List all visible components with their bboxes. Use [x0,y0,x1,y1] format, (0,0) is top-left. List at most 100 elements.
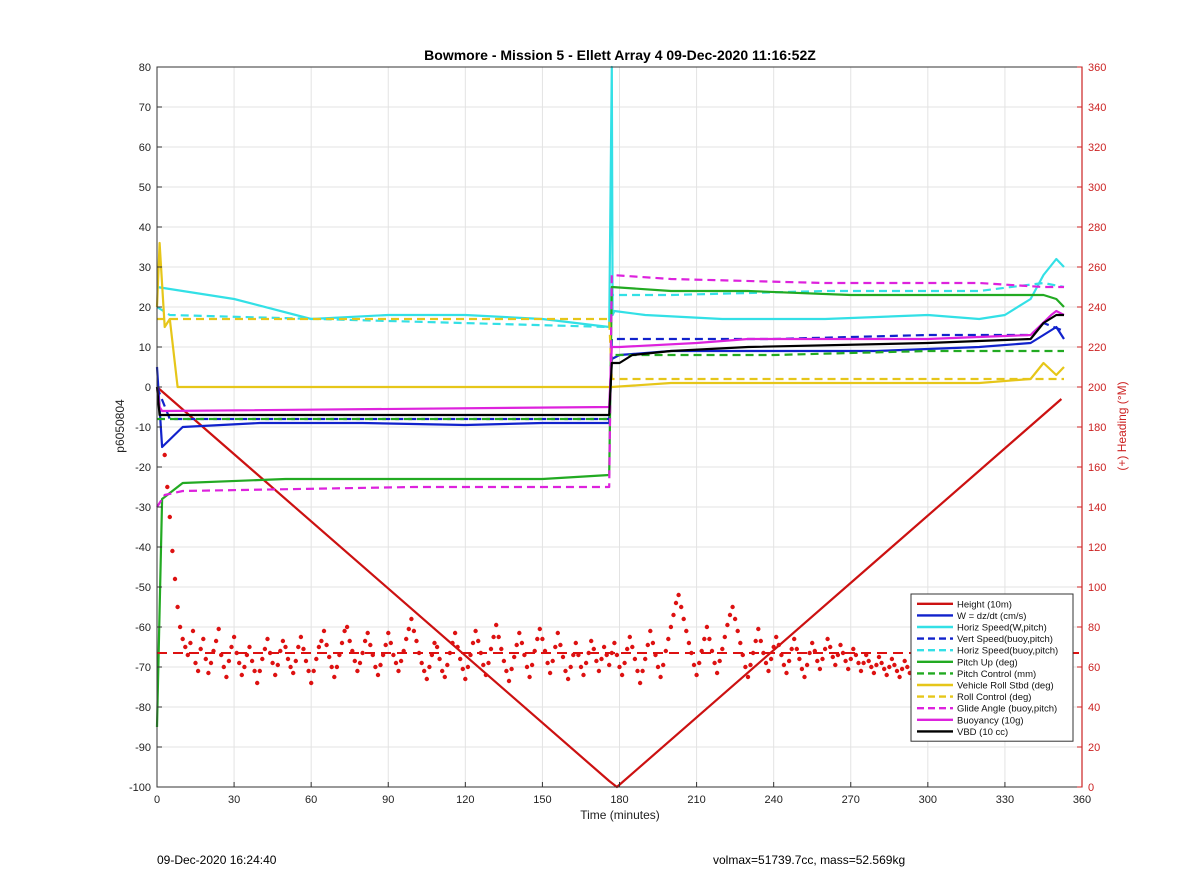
heading-point-55 [303,658,309,664]
legend-label-3: Vert Speed(buoy,pitch) [957,634,1053,645]
heading-point-242 [784,670,789,676]
heading-point-84 [378,662,383,668]
heading-point-182 [630,644,635,650]
heading-point-89 [391,652,396,658]
heading-point-192 [655,664,661,670]
heading-point-5 [175,604,180,610]
heading-point-129 [494,622,499,628]
heading-point-228 [748,662,753,668]
heading-point-227 [745,674,751,680]
heading-point-28 [234,650,239,656]
heading-point-235 [766,668,771,674]
y-tick-label-left: -20 [135,462,151,474]
heading-point-224 [738,640,743,646]
heading-point-106 [434,644,440,650]
heading-point-181 [627,634,632,640]
heading-point-12 [193,660,198,666]
heading-point-183 [632,656,638,662]
series-line-8 [157,317,1064,381]
heading-point-44 [275,662,280,668]
heading-point-131 [499,646,504,652]
heading-point-116 [460,666,465,672]
heading-point-25 [226,658,232,664]
heading-point-210 [702,636,707,642]
heading-point-164 [583,660,589,666]
heading-point-139 [519,640,525,646]
heading-point-64 [327,654,332,660]
heading-point-279 [879,660,884,666]
heading-point-176 [614,652,620,658]
heading-point-20 [213,638,219,644]
heading-point-217 [720,646,725,652]
heading-point-270 [856,660,861,666]
heading-point-195 [663,648,668,654]
heading-point-205 [689,650,694,656]
y-tick-label-right: 240 [1088,302,1106,314]
heading-point-165 [586,650,591,656]
heading-point-50 [291,670,296,676]
heading-point-277 [874,662,879,668]
heading-point-264 [840,650,846,656]
heading-point-197 [668,624,674,630]
footer-timestamp: 09-Dec-2020 16:24:40 [157,853,277,867]
heading-point-29 [237,660,242,666]
series-line-10 [155,309,1065,413]
heading-point-280 [882,666,887,672]
heading-point-213 [709,648,715,654]
heading-point-248 [799,666,805,672]
heading-point-198 [671,612,676,618]
heading-point-253 [812,648,817,654]
heading-point-121 [473,628,478,634]
y-axis-label-left: p6050804 [113,399,127,453]
heading-point-57 [309,680,314,686]
y-tick-label-right: 280 [1088,222,1106,234]
heading-point-203 [684,628,689,634]
heading-point-130 [496,634,501,640]
x-tick-label: 60 [305,794,317,806]
y-tick-label-left: 70 [139,102,151,114]
heading-point-59 [314,656,319,662]
heading-point-251 [807,650,812,656]
heading-point-258 [825,636,830,642]
x-tick-label: 300 [919,794,937,806]
heading-point-233 [761,650,766,656]
heading-point-37 [257,668,262,674]
heading-point-246 [794,646,799,652]
heading-point-282 [887,664,892,670]
heading-point-285 [894,668,900,674]
heading-point-151 [550,658,555,664]
heading-point-69 [339,640,345,646]
heading-point-163 [581,672,586,678]
heading-point-284 [892,662,897,668]
heading-point-43 [273,672,278,678]
heading-point-271 [858,668,864,674]
y-tick-label-right: 340 [1088,102,1106,114]
heading-point-70 [342,628,347,634]
legend: Height (10m)W = dz/dt (cm/s)Horiz Speed(… [910,593,1074,742]
heading-point-223 [735,628,740,634]
heading-point-241 [781,662,787,668]
legend-box [910,593,1074,742]
heading-point-74 [352,658,357,664]
heading-point-221 [730,604,735,610]
heading-point-42 [270,660,275,666]
y-tick-label-left: 30 [139,262,151,274]
x-tick-label: 360 [1073,794,1091,806]
heading-point-252 [810,640,815,646]
heading-point-193 [658,674,663,680]
heading-point-200 [676,592,681,598]
heading-point-237 [771,644,776,650]
heading-point-255 [817,666,823,672]
x-axis-label: Time (minutes) [580,808,660,822]
heading-point-80 [368,642,373,648]
heading-point-154 [558,642,563,648]
heading-point-137 [514,642,519,648]
heading-point-123 [478,650,483,656]
heading-point-102 [424,676,429,682]
heading-point-47 [283,644,288,650]
heading-point-93 [401,648,406,654]
heading-point-98 [414,638,419,644]
heading-point-85 [380,652,386,658]
heading-point-185 [637,680,643,686]
x-tick-label: 30 [228,794,240,806]
